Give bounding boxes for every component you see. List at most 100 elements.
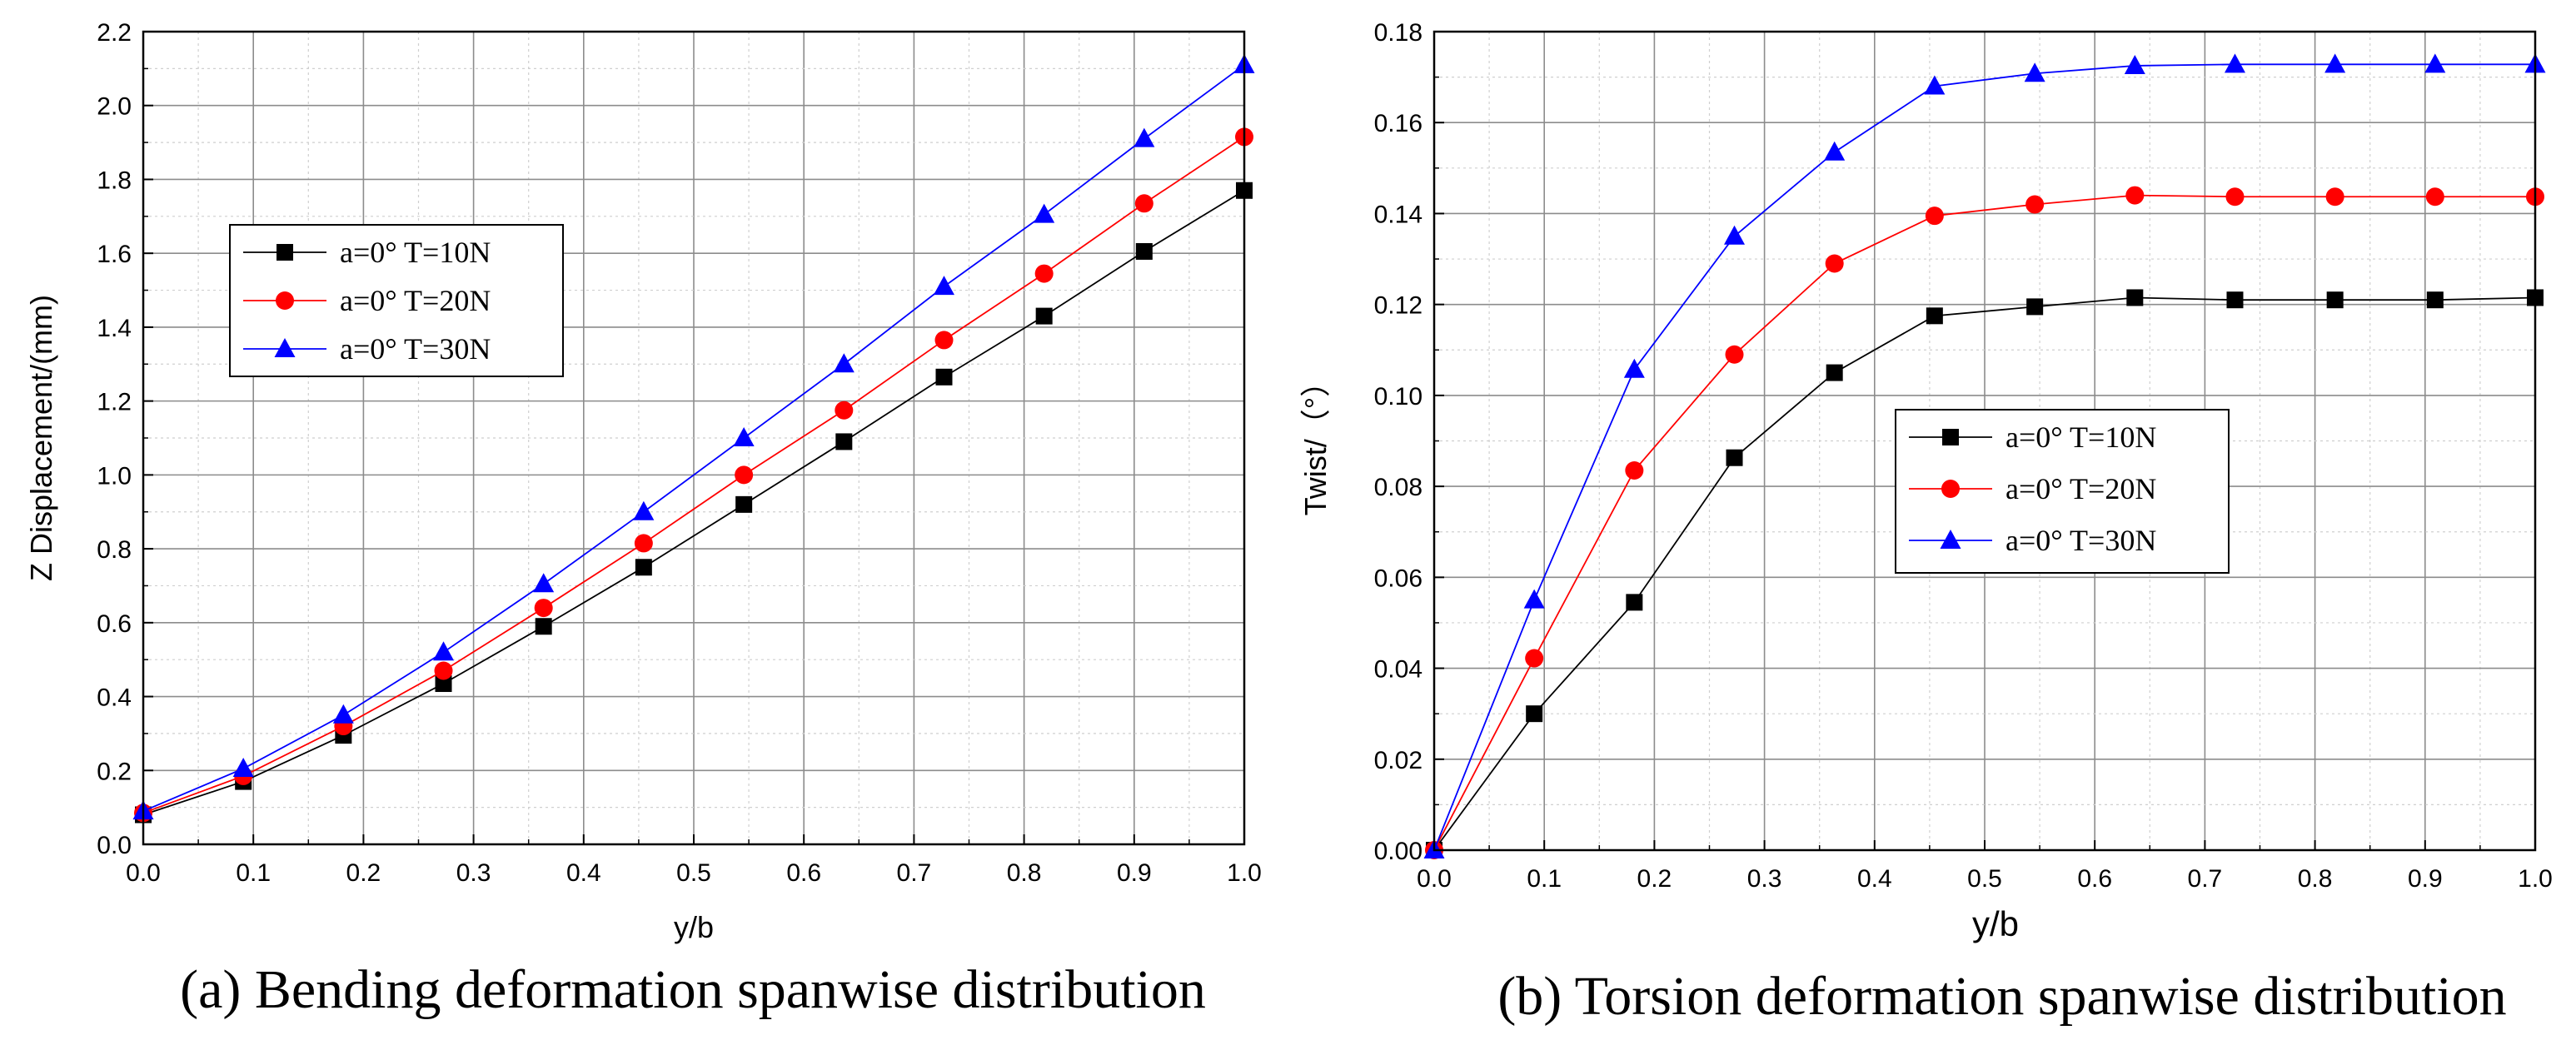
series-line-triangle [1433, 63, 2535, 851]
y-tick-label: 1.2 [97, 389, 132, 416]
data-point-square [1826, 364, 1843, 381]
data-point-square [2426, 291, 2444, 309]
y-tick-label: 0.04 [1374, 656, 1423, 684]
data-point-circle [2125, 186, 2145, 205]
data-point-square [1035, 307, 1053, 325]
x-tick-label: 0.6 [2077, 865, 2112, 893]
data-point-square [2226, 291, 2244, 309]
series-line-circle [142, 136, 1245, 814]
x-tick-label: 0.3 [1747, 865, 1782, 893]
data-point-triangle [2024, 62, 2045, 82]
y-tick-label: 0.10 [1374, 383, 1423, 411]
x-tick-label: 0.7 [897, 859, 932, 887]
x-tick-label: 0.4 [566, 859, 601, 887]
data-point-square [1926, 307, 1943, 325]
data-point-circle [634, 534, 653, 553]
y-tick-label: 1.4 [97, 315, 132, 342]
y-tick-label: 0.08 [1374, 474, 1423, 501]
data-point-triangle [1623, 358, 1645, 378]
x-tick-label: 0.4 [1857, 865, 1892, 893]
y-tick-label: 0.00 [1374, 838, 1423, 865]
data-point-square [1626, 594, 1643, 611]
x-tick-label: 0.8 [1007, 859, 1042, 887]
data-point-circle [735, 465, 754, 485]
data-point-circle [1034, 264, 1054, 283]
caption-torsion: (b) Torsion deformation spanwise distrib… [1497, 966, 2506, 1027]
ticks-bending: 0.0 0.1 0.2 0.3 0.4 0.5 0.6 0.7 0.8 0.9 1.0 0.0 0.2 0… [97, 19, 1262, 887]
data-point-circle [434, 661, 453, 680]
data-point-triangle [2424, 53, 2446, 73]
legend-label-square: a=0° T=10N [340, 236, 491, 269]
y-tick-label: 0.02 [1374, 747, 1423, 774]
y-tick-label: 0.16 [1374, 110, 1423, 137]
legend-marker-square [277, 244, 293, 261]
legend-marker-circle [276, 291, 294, 310]
y-tick-label: 1.6 [97, 241, 132, 268]
data-point-square [435, 675, 452, 693]
y-tick-label: 0.2 [97, 758, 132, 785]
data-point-circle [934, 331, 954, 350]
data-point-triangle [733, 427, 755, 446]
data-point-triangle [2224, 53, 2245, 73]
legend-label-circle: a=0° T=20N [2005, 472, 2156, 505]
plot-border-torsion [1432, 30, 2537, 852]
y-tick-label: 2.0 [97, 93, 132, 121]
y-tick-label: 0.4 [97, 684, 132, 712]
data-point-triangle [1523, 589, 1545, 609]
data-point-triangle [2124, 54, 2145, 74]
data-point-square [535, 618, 552, 635]
x-tick-label: 0.3 [456, 859, 491, 887]
plot-border-bending [142, 30, 1246, 846]
y-tick-label: 0.14 [1374, 201, 1423, 228]
y-axis-label-bending: Z Displacement/(mm) [24, 295, 58, 581]
data-point-circle [1525, 649, 1544, 668]
y-tick-label: 0.18 [1374, 19, 1423, 47]
data-point-circle [1134, 194, 1153, 213]
x-axis-label-torsion: y/b [1972, 904, 2019, 943]
legend-label-square: a=0° T=10N [2005, 420, 2156, 454]
data-point-triangle [1824, 141, 1846, 161]
data-point-triangle [533, 573, 555, 593]
x-tick-label: 0.6 [786, 859, 821, 887]
data-point-circle [2425, 187, 2444, 207]
data-point-triangle [1924, 75, 1946, 95]
legend-marker-circle [1941, 480, 1960, 498]
data-point-triangle [933, 276, 954, 296]
data-point-circle [2225, 187, 2245, 207]
y-tick-label: 0.6 [97, 610, 132, 638]
x-tick-label: 0.1 [236, 859, 271, 887]
legend-marker-triangle [274, 338, 296, 357]
data-point-square [1726, 449, 1743, 466]
data-point-circle [1825, 254, 1844, 273]
data-point-square [935, 368, 953, 386]
data-point-square [1135, 242, 1153, 260]
data-point-circle [1625, 460, 1644, 480]
x-tick-label: 0.8 [2298, 865, 2333, 893]
series-line-triangle [142, 64, 1245, 812]
data-point-triangle [1034, 203, 1055, 223]
grid-bending [142, 31, 1245, 845]
y-axis-label-torsion: Twist/（°） [1298, 367, 1333, 515]
data-point-circle [2025, 195, 2045, 214]
data-point-square [2126, 289, 2144, 306]
x-tick-label: 0.9 [1117, 859, 1152, 887]
data-point-triangle [433, 641, 455, 661]
legend-torsion: a=0° T=10N a=0° T=20N a=0° T=30N [1895, 409, 2230, 574]
legend-bending: a=0° T=10N a=0° T=20N a=0° T=30N [229, 224, 564, 377]
x-tick-label: 0.7 [2188, 865, 2223, 893]
x-tick-label: 1.0 [2518, 865, 2553, 893]
y-tick-label: 0.12 [1374, 292, 1423, 320]
y-tick-label: 0.0 [97, 832, 132, 859]
data-point-circle [534, 599, 553, 618]
x-tick-label: 0.5 [676, 859, 711, 887]
x-tick-label: 0.0 [1417, 865, 1452, 893]
data-point-circle [1725, 345, 1744, 364]
caption-bending: (a) Bending deformation spanwise distrib… [180, 959, 1206, 1020]
legend-label-triangle: a=0° T=30N [2005, 524, 2156, 557]
data-point-square [1526, 705, 1543, 723]
x-tick-label: 1.0 [1227, 859, 1262, 887]
series-line-circle [1433, 194, 2535, 851]
x-tick-label: 0.5 [1967, 865, 2002, 893]
y-tick-label: 1.0 [97, 462, 132, 490]
